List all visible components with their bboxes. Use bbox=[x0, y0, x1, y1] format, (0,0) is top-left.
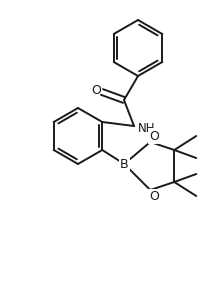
Text: O: O bbox=[91, 83, 101, 96]
Text: B: B bbox=[120, 157, 129, 170]
Text: O: O bbox=[149, 191, 159, 204]
Text: O: O bbox=[149, 130, 159, 142]
Text: NH: NH bbox=[138, 121, 156, 134]
